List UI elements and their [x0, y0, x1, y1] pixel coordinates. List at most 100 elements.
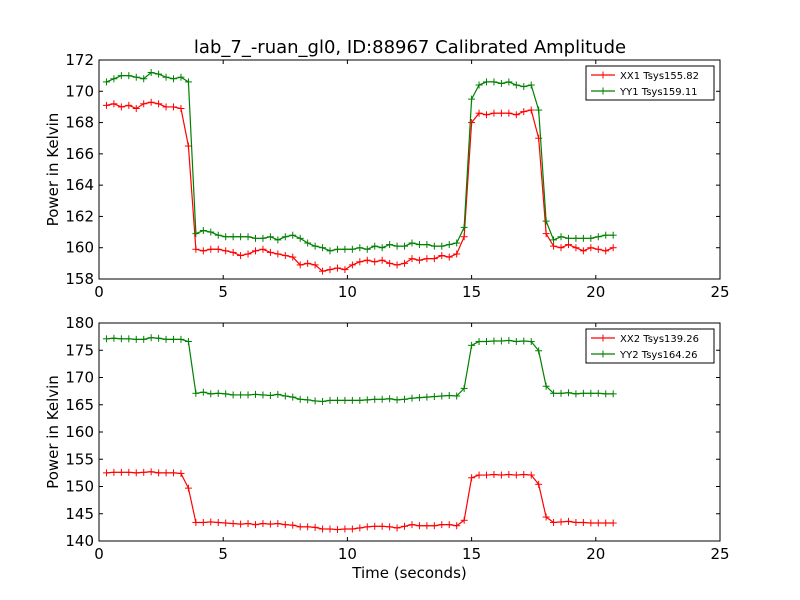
data-point: [475, 109, 483, 117]
data-point: [579, 234, 587, 242]
data-point: [594, 519, 602, 527]
data-point: [319, 525, 327, 533]
data-point: [184, 484, 192, 492]
data-point: [319, 397, 327, 405]
data-point: [378, 256, 386, 264]
data-point: [274, 390, 282, 398]
data-point: [110, 468, 118, 476]
legend-label: YY1 Tsys159.11: [619, 87, 698, 98]
data-point: [505, 471, 513, 479]
data-point: [363, 245, 371, 253]
data-point: [378, 244, 386, 252]
data-point: [408, 255, 416, 263]
y-tick-label: 170: [65, 82, 94, 100]
data-point: [438, 521, 446, 529]
data-point: [468, 119, 476, 127]
y-tick-label: 155: [65, 450, 94, 468]
legend-label: XX1 Tsys155.82: [620, 71, 699, 82]
data-point: [594, 233, 602, 241]
data-point: [162, 469, 170, 477]
data-point: [110, 100, 118, 108]
data-point: [304, 239, 312, 247]
data-point: [207, 390, 215, 398]
data-point: [326, 247, 334, 255]
data-point: [572, 244, 580, 252]
data-point: [102, 78, 110, 86]
data-point: [341, 266, 349, 274]
data-point: [527, 471, 535, 479]
data-point: [393, 396, 401, 404]
data-point: [490, 109, 498, 117]
data-point: [244, 250, 252, 258]
y-tick-label: 162: [65, 207, 94, 225]
data-point: [557, 518, 565, 526]
x-tick-label: 5: [218, 283, 228, 301]
data-point: [326, 266, 334, 274]
data-point: [184, 142, 192, 150]
data-point: [274, 520, 282, 528]
data-point: [162, 103, 170, 111]
data-point: [386, 395, 394, 403]
y-tick-label: 168: [65, 114, 94, 132]
y-tick-label: 180: [65, 314, 94, 332]
data-point: [162, 73, 170, 81]
data-point: [468, 474, 476, 482]
data-point: [602, 390, 610, 398]
data-point: [251, 247, 259, 255]
data-point: [192, 230, 200, 238]
data-point: [430, 255, 438, 263]
data-point: [542, 230, 550, 238]
data-point: [259, 234, 267, 242]
data-point: [333, 264, 341, 272]
legend: XX1 Tsys155.82 YY1 Tsys159.11: [585, 65, 715, 101]
data-point: [587, 244, 595, 252]
x-tick-label: 15: [462, 283, 481, 301]
legend: XX2 Tsys139.26 YY2 Tsys164.26: [585, 328, 715, 364]
data-point: [453, 239, 461, 247]
data-point: [110, 334, 118, 342]
data-point: [102, 101, 110, 109]
data-point: [266, 233, 274, 241]
y-tick-label: 150: [65, 478, 94, 496]
data-point: [170, 75, 178, 83]
y-tick-label: 140: [65, 532, 94, 550]
data-point: [132, 73, 140, 81]
data-point: [147, 69, 155, 77]
y-tick-label: 158: [65, 270, 94, 288]
data-point: [497, 79, 505, 87]
data-point: [587, 389, 595, 397]
data-point: [363, 396, 371, 404]
data-point: [438, 242, 446, 250]
x-tick-label: 0: [94, 545, 104, 563]
data-point: [140, 75, 148, 83]
data-point: [155, 70, 163, 78]
data-point: [110, 75, 118, 83]
data-point: [572, 390, 580, 398]
data-point: [475, 471, 483, 479]
y-tick-label: 170: [65, 369, 94, 387]
data-point: [140, 468, 148, 476]
data-point: [102, 469, 110, 477]
data-point: [117, 72, 125, 80]
data-point: [214, 518, 222, 526]
data-point: [542, 382, 550, 390]
data-point: [259, 391, 267, 399]
data-point: [408, 239, 416, 247]
data-point: [386, 241, 394, 249]
data-point: [184, 78, 192, 86]
x-tick-label: 25: [710, 545, 729, 563]
data-point: [602, 247, 610, 255]
y-axis-label: Power in Kelvin: [44, 113, 62, 227]
data-point: [147, 98, 155, 106]
data-point: [132, 104, 140, 112]
data-point: [363, 523, 371, 531]
data-area: [102, 334, 617, 534]
data-point: [594, 245, 602, 253]
y-tick-label: 175: [65, 341, 94, 359]
data-point: [423, 255, 431, 263]
data-point: [415, 256, 423, 264]
data-point: [393, 242, 401, 250]
data-point: [594, 389, 602, 397]
data-point: [140, 100, 148, 108]
